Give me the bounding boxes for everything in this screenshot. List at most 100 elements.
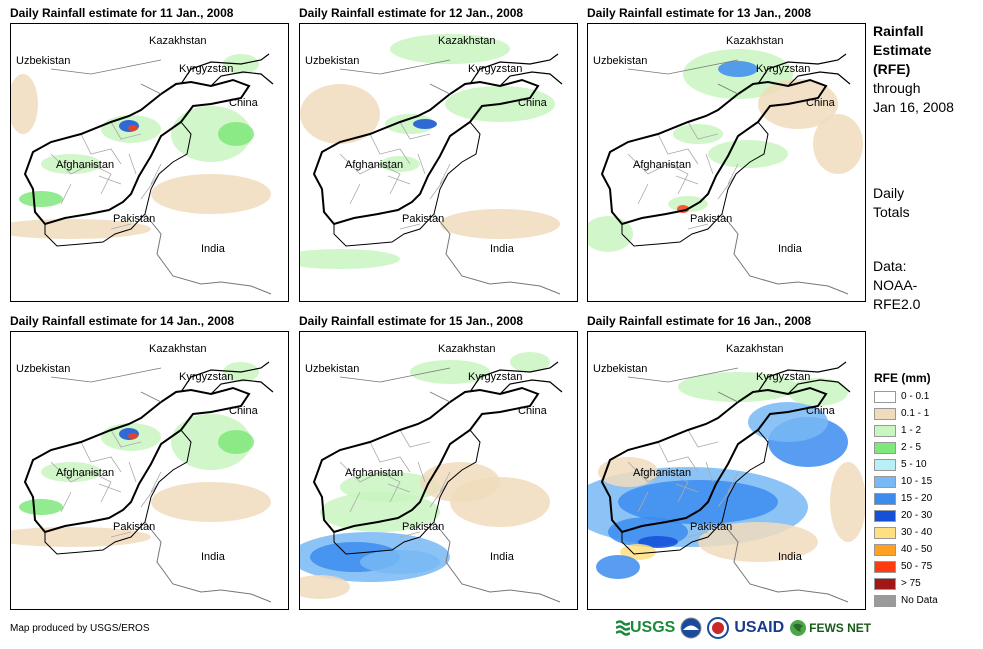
rainfall-map: Kazakhstan Uzbekistan Kyrgyzstan China A… bbox=[587, 23, 866, 302]
map-title: Rainfall Estimate (RFE) through Jan 16, … bbox=[873, 23, 954, 115]
label-kyrgyzstan: Kyrgyzstan bbox=[756, 63, 810, 75]
legend-label: 15 - 20 bbox=[901, 493, 933, 504]
noaa-logo-icon bbox=[680, 617, 702, 639]
label-india: India bbox=[201, 551, 226, 563]
legend-swatch bbox=[874, 577, 896, 590]
fewsnet-logo: FEWS NET bbox=[789, 619, 871, 637]
legend-item: 2 - 5 bbox=[874, 439, 938, 456]
label-kyrgyzstan: Kyrgyzstan bbox=[179, 63, 233, 75]
credit-text: Map produced by USGS/EROS bbox=[10, 623, 150, 634]
label-afghanistan: Afghanistan bbox=[633, 159, 691, 171]
legend-item: 50 - 75 bbox=[874, 558, 938, 575]
rainfall-map: Kazakhstan Uzbekistan Kyrgyzstan China A… bbox=[10, 331, 289, 610]
legend-label: 5 - 10 bbox=[901, 459, 927, 470]
label-china: China bbox=[806, 405, 836, 417]
rainfall-map: Kazakhstan Uzbekistan Kyrgyzstan China A… bbox=[10, 23, 289, 302]
rainfall-map: Kazakhstan Uzbekistan Kyrgyzstan China A… bbox=[299, 331, 578, 610]
legend-label: 20 - 30 bbox=[901, 510, 933, 521]
rainfall-map: Kazakhstan Uzbekistan Kyrgyzstan China A… bbox=[299, 23, 578, 302]
label-uzbekistan: Uzbekistan bbox=[305, 55, 359, 67]
label-uzbekistan: Uzbekistan bbox=[593, 55, 647, 67]
panel-title: Daily Rainfall estimate for 12 Jan., 200… bbox=[299, 6, 524, 20]
legend-swatch bbox=[874, 526, 896, 539]
legend-item: 0 - 0.1 bbox=[874, 388, 938, 405]
legend-item: No Data bbox=[874, 592, 938, 609]
logo-bar: USGS USAID FEWS NET bbox=[616, 617, 871, 639]
rainfall-layer bbox=[588, 49, 863, 252]
label-pakistan: Pakistan bbox=[690, 213, 732, 225]
panel-title: Daily Rainfall estimate for 16 Jan., 200… bbox=[587, 314, 812, 328]
label-india: India bbox=[490, 243, 515, 255]
legend-item: 30 - 40 bbox=[874, 524, 938, 541]
rainfall-map: Kazakhstan Uzbekistan Kyrgyzstan China A… bbox=[587, 331, 866, 610]
label-india: India bbox=[778, 243, 803, 255]
label-pakistan: Pakistan bbox=[402, 213, 444, 225]
label-uzbekistan: Uzbekistan bbox=[593, 363, 647, 375]
map-panel-15: Daily Rainfall estimate for 15 Jan., 200… bbox=[297, 314, 587, 614]
map-panel-12: Daily Rainfall estimate for 12 Jan., 200… bbox=[297, 6, 587, 306]
label-uzbekistan: Uzbekistan bbox=[16, 55, 70, 67]
label-kyrgyzstan: Kyrgyzstan bbox=[468, 371, 522, 383]
label-china: China bbox=[518, 97, 548, 109]
label-uzbekistan: Uzbekistan bbox=[305, 363, 359, 375]
label-kazakhstan: Kazakhstan bbox=[149, 35, 206, 47]
label-kazakhstan: Kazakhstan bbox=[438, 35, 495, 47]
usgs-logo: USGS bbox=[616, 619, 675, 637]
legend-item: 5 - 10 bbox=[874, 456, 938, 473]
label-kyrgyzstan: Kyrgyzstan bbox=[468, 63, 522, 75]
label-afghanistan: Afghanistan bbox=[345, 159, 403, 171]
legend-label: 40 - 50 bbox=[901, 544, 933, 555]
label-kyrgyzstan: Kyrgyzstan bbox=[756, 371, 810, 383]
legend-swatch bbox=[874, 594, 896, 607]
legend-label: 10 - 15 bbox=[901, 476, 933, 487]
legend-swatch bbox=[874, 509, 896, 522]
legend-swatch bbox=[874, 492, 896, 505]
legend-label: 2 - 5 bbox=[901, 442, 922, 453]
usaid-logo: USAID bbox=[734, 619, 785, 636]
label-pakistan: Pakistan bbox=[113, 521, 155, 533]
legend-swatch bbox=[874, 407, 896, 420]
rainfall-layer bbox=[11, 54, 271, 239]
label-afghanistan: Afghanistan bbox=[633, 467, 691, 479]
label-kazakhstan: Kazakhstan bbox=[726, 343, 783, 355]
daily-totals-label: Daily Totals bbox=[873, 185, 910, 220]
panel-title: Daily Rainfall estimate for 11 Jan., 200… bbox=[10, 6, 234, 20]
legend-label: 30 - 40 bbox=[901, 527, 933, 538]
label-afghanistan: Afghanistan bbox=[56, 159, 114, 171]
legend-item: > 75 bbox=[874, 575, 938, 592]
label-china: China bbox=[229, 405, 259, 417]
legend-label: > 75 bbox=[901, 578, 921, 589]
label-china: China bbox=[806, 97, 836, 109]
legend: 0 - 0.1 0.1 - 1 1 - 2 2 - 5 5 - 10 10 - 15 15 … bbox=[874, 388, 938, 609]
label-pakistan: Pakistan bbox=[690, 521, 732, 533]
label-kazakhstan: Kazakhstan bbox=[438, 343, 495, 355]
legend-item: 20 - 30 bbox=[874, 507, 938, 524]
label-kazakhstan: Kazakhstan bbox=[726, 35, 783, 47]
legend-label: No Data bbox=[901, 595, 938, 606]
legend-label: 1 - 2 bbox=[901, 425, 922, 436]
label-china: China bbox=[518, 405, 548, 417]
legend-swatch bbox=[874, 441, 896, 454]
panel-title: Daily Rainfall estimate for 13 Jan., 200… bbox=[587, 6, 812, 20]
label-india: India bbox=[490, 551, 515, 563]
rainfall-layer bbox=[588, 372, 865, 579]
legend-swatch bbox=[874, 424, 896, 437]
legend-swatch bbox=[874, 458, 896, 471]
label-pakistan: Pakistan bbox=[113, 213, 155, 225]
legend-item: 40 - 50 bbox=[874, 541, 938, 558]
map-panel-13: Daily Rainfall estimate for 13 Jan., 200… bbox=[585, 6, 875, 306]
label-uzbekistan: Uzbekistan bbox=[16, 363, 70, 375]
label-india: India bbox=[201, 243, 226, 255]
legend-item: 1 - 2 bbox=[874, 422, 938, 439]
legend-item: 15 - 20 bbox=[874, 490, 938, 507]
data-source-label: Data: NOAA- RFE2.0 bbox=[873, 258, 921, 312]
legend-swatch bbox=[874, 560, 896, 573]
legend-item: 10 - 15 bbox=[874, 473, 938, 490]
legend-label: 0.1 - 1 bbox=[901, 408, 930, 419]
label-kyrgyzstan: Kyrgyzstan bbox=[179, 371, 233, 383]
legend-swatch bbox=[874, 543, 896, 556]
map-panel-14: Daily Rainfall estimate for 14 Jan., 200… bbox=[8, 314, 298, 614]
label-afghanistan: Afghanistan bbox=[56, 467, 114, 479]
legend-label: 0 - 0.1 bbox=[901, 391, 930, 402]
panel-title: Daily Rainfall estimate for 14 Jan., 200… bbox=[10, 314, 235, 328]
